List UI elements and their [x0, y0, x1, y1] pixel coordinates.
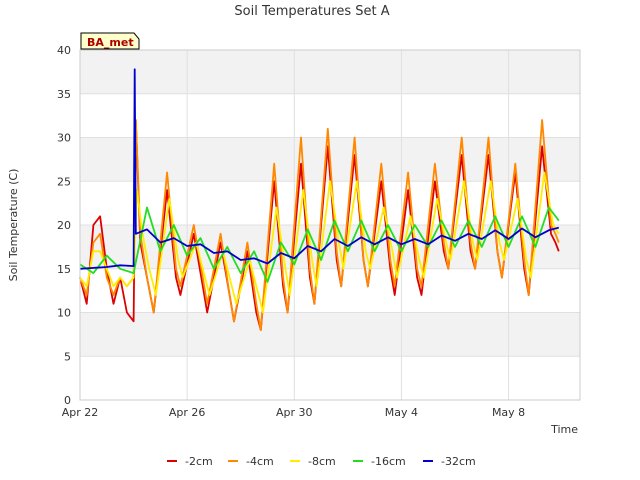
y-tick-label: 20 [57, 219, 71, 232]
x-tick-labels: Apr 22 Apr 26 Apr 30 May 4 May 8 [62, 406, 525, 419]
chart-title: Soil Temperatures Set A [234, 4, 389, 19]
series-line-8cmcm [79, 171, 560, 314]
y-axis-title: Soil Temperature (C) [7, 169, 20, 282]
y-tick-label: 40 [57, 44, 71, 57]
legend-label: -16cm [371, 455, 406, 468]
legend-item: -32cm [423, 455, 476, 468]
legend-item: -2cm [167, 455, 213, 468]
series-line-4cmcm [79, 119, 560, 331]
y-tick-label: 25 [57, 175, 71, 188]
y-tick-label: 5 [64, 350, 71, 363]
x-tick-label: Apr 30 [276, 406, 313, 419]
x-tick-label: May 8 [492, 406, 525, 419]
legend-label: -8cm [308, 455, 336, 468]
y-tick-label: 15 [57, 263, 71, 276]
legend-label: -4cm [246, 455, 274, 468]
grid-band [80, 312, 580, 357]
station-badge-box [80, 32, 140, 50]
x-axis-title: Time [550, 423, 578, 436]
legend-label: -32cm [441, 455, 476, 468]
plot-border [79, 49, 581, 401]
y-tick-label: 35 [57, 88, 71, 101]
legend-label: -2cm [185, 455, 213, 468]
legend: -2cm -4cm -8cm -16cm -32cm [167, 455, 476, 468]
legend-item: -16cm [353, 455, 406, 468]
y-tick-labels: 0 5 10 15 20 25 30 35 40 [57, 44, 71, 407]
grid-band [80, 50, 580, 94]
y-tick-label: 30 [57, 132, 71, 145]
series-line-16cmcm [79, 206, 560, 283]
station-badge-text: BA_met [87, 36, 134, 49]
x-tick-label: May 4 [385, 406, 418, 419]
series-lines [79, 68, 560, 331]
legend-item: -8cm [290, 455, 336, 468]
series-line-32cmcm [79, 68, 560, 270]
x-tick-label: Apr 22 [62, 406, 99, 419]
station-badge: BA_met [80, 32, 140, 50]
y-tick-label: 0 [64, 394, 71, 407]
legend-item: -4cm [228, 455, 274, 468]
x-tick-label: Apr 26 [169, 406, 206, 419]
y-tick-label: 10 [57, 307, 71, 320]
